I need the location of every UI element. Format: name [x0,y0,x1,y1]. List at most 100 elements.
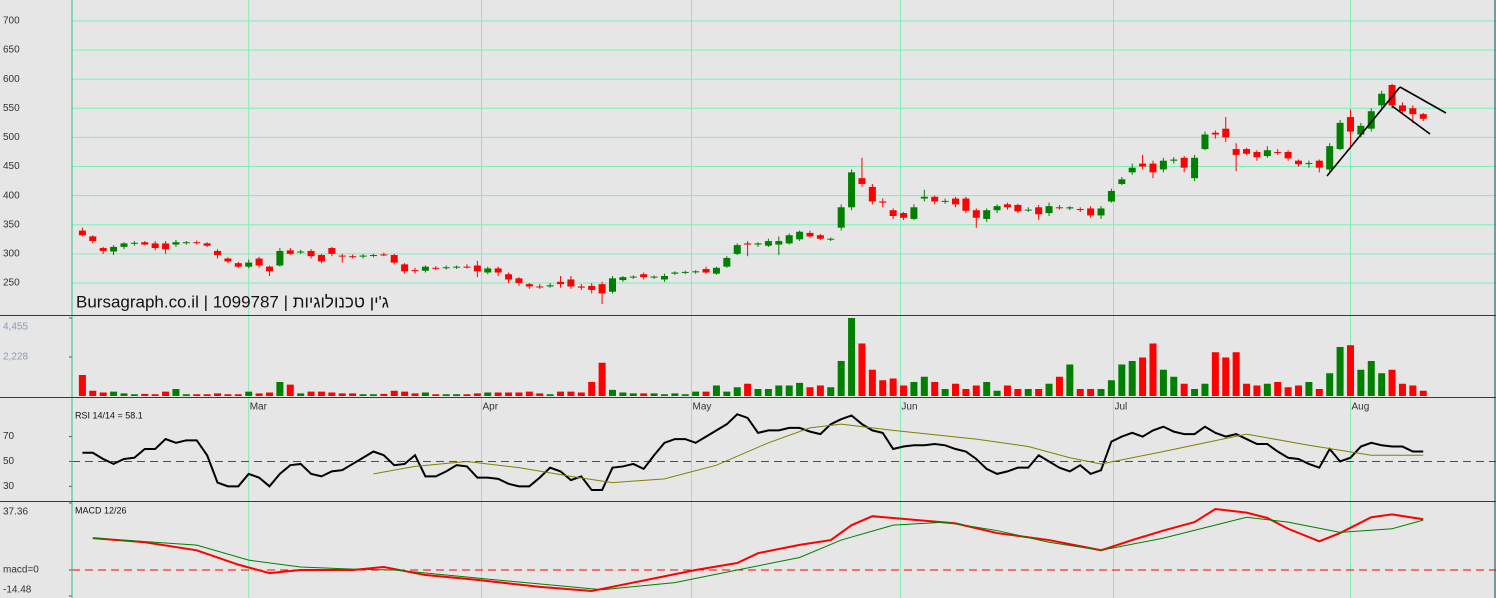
volume-bar [1035,388,1043,396]
volume-bar [608,389,616,396]
candle-body [1336,122,1344,150]
candle-body [432,267,440,269]
volume-bar [1107,380,1115,396]
volume-bar [203,394,211,396]
y-tick-label: 4,455 [3,322,28,333]
candle-body [608,278,616,292]
volume-bar [1014,388,1022,396]
candle-body [598,284,606,294]
candle-body [110,246,118,252]
volume-bar [369,394,377,396]
volume-bar [1139,357,1147,396]
candle-body [234,263,242,267]
candle-body [1305,163,1313,165]
candle-body [1035,207,1043,215]
candle-body [265,266,273,272]
y-tick-label: 400 [3,190,20,201]
candle-body [972,210,980,218]
x-tick-label: Aug [1351,402,1369,413]
candle-body [1191,157,1199,179]
candle-body [1284,151,1292,159]
volume-bar [245,391,253,396]
candle-body [286,250,294,254]
candle-body [1128,167,1136,173]
candle-body [1055,207,1063,209]
candle-body [193,242,201,244]
volume-bar [78,374,86,396]
candle-body [515,278,523,283]
volume-bar [796,382,804,396]
y-tick-label: macd=0 [3,565,39,576]
candle-body [1159,160,1167,170]
volume-bar [733,387,741,396]
candle-body [442,267,450,269]
candle-body [588,285,596,290]
volume-bar [972,385,980,396]
volume-bar [816,385,824,396]
x-tick-label: Jul [1114,402,1127,413]
volume-bar [848,318,856,396]
candle-body [629,276,637,278]
candle-body [141,242,149,245]
candle-body [89,236,97,242]
candle-body [203,243,211,246]
candle-body [557,281,565,285]
candle-body [931,196,939,202]
volume-bar [879,380,887,396]
volume-bar [546,394,554,396]
volume-bar [463,394,471,396]
series-line [82,413,1424,492]
candle-body [962,198,970,211]
candle-body [1315,160,1323,168]
candle-body [349,256,357,258]
candle-body [1066,207,1074,209]
volume-bar [827,387,835,396]
volume-bar [1326,373,1334,396]
volume-bar [764,388,772,396]
candle-body [1045,206,1053,214]
volume-bar [473,393,481,396]
y-tick-label: 500 [3,132,20,143]
candle-body [1087,208,1095,216]
candle-body [754,243,762,245]
volume-bar [1201,383,1209,396]
volume-bar [89,390,97,396]
y-tick-label: 450 [3,161,20,172]
x-tick-label: Jun [901,402,917,413]
candle-body [910,207,918,219]
candle-body [858,178,866,184]
candle-body [640,274,648,278]
candle-body [1409,108,1417,115]
volume-bar [338,393,346,396]
volume-bar [484,392,492,396]
rsi-label: RSI 14/14 = 58.1 [75,410,143,420]
volume-bar [557,391,565,396]
volume-bar [1263,383,1271,396]
volume-bar [1367,360,1375,396]
volume-bar [1232,352,1240,396]
volume-bar [224,394,232,396]
candle-body [463,266,471,268]
candle-body [390,255,398,263]
volume-bar [983,381,991,396]
y-tick-label: 650 [3,45,20,56]
candle-body [702,269,710,273]
candle-body [536,286,544,288]
volume-bar [681,394,689,396]
candle-body [1201,134,1209,150]
candle-body [1232,149,1240,155]
volume-bar [889,378,897,396]
candle-body [712,267,720,274]
candle-body [162,243,170,250]
volume-bar [962,388,970,396]
volume-bar [806,387,814,396]
y-tick-label: 70 [3,431,15,442]
trend-line [1399,86,1447,114]
volume-bar [1305,381,1313,396]
volume-bar [640,393,648,396]
candle-body [671,272,679,274]
volume-bar [1055,376,1063,396]
volume-bar [214,393,222,396]
x-tick-label: May [692,402,711,413]
volume-bar [172,388,180,396]
